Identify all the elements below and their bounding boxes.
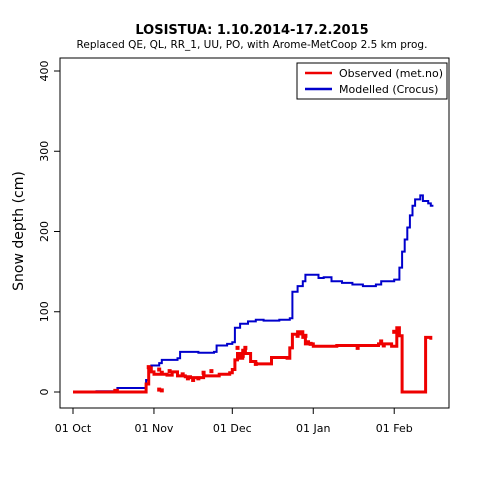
y-axis-label: Snow depth (cm)	[11, 171, 27, 291]
observed-point	[201, 370, 206, 375]
x-tick-label: 01 Dec	[213, 422, 252, 435]
observed-point	[159, 388, 164, 393]
observed-point	[146, 365, 151, 370]
observed-point	[157, 387, 162, 392]
observed-point	[185, 376, 190, 381]
observed-point	[381, 343, 386, 348]
y-tick-label: 200	[38, 221, 51, 242]
legend: Observed (met.no) Modelled (Crocus)	[296, 62, 448, 100]
x-tick-label: 01 Oct	[55, 422, 92, 435]
plot-area	[73, 194, 434, 394]
y-tick-label: 400	[38, 61, 51, 82]
observed-point	[196, 376, 201, 381]
legend-modelled-label: Modelled (Crocus)	[339, 83, 438, 96]
chart-title: LOSISTUA: 1.10.2014-17.2.2015	[135, 23, 368, 38]
observed-point	[235, 345, 240, 350]
x-axis: 01 Oct 01 Nov 01 Dec 01 Jan 01 Feb	[55, 408, 413, 435]
observed-point	[157, 367, 162, 372]
observed-point	[306, 340, 311, 345]
observed-point	[392, 329, 397, 334]
observed-point	[240, 353, 245, 358]
observed-point	[308, 341, 313, 346]
series-modelled-line	[73, 194, 434, 393]
observed-point	[355, 345, 360, 350]
observed-point	[379, 339, 384, 344]
legend-box	[296, 62, 448, 100]
y-tick-label: 100	[38, 301, 51, 322]
y-tick-label: 300	[38, 141, 51, 162]
series-observed-line	[73, 326, 433, 394]
series-layer	[73, 194, 434, 394]
plot-frame	[59, 57, 450, 409]
x-tick-label: 01 Nov	[134, 422, 173, 435]
observed-point	[209, 369, 214, 374]
observed-point	[243, 345, 248, 350]
observed-points-layer	[146, 329, 397, 393]
y-axis: 0 100 200 300 400	[38, 61, 60, 396]
observed-point	[253, 361, 258, 366]
observed-point	[159, 370, 164, 375]
observed-point	[295, 333, 300, 338]
y-tick-label: 0	[38, 389, 51, 396]
chart-subtitle: Replaced QE, QL, RR_1, UU, PO, with Arom…	[77, 39, 428, 51]
observed-point	[180, 372, 185, 377]
observed-point	[303, 333, 308, 338]
legend-observed-label: Observed (met.no)	[339, 67, 443, 80]
observed-point	[298, 331, 303, 336]
x-tick-label: 01 Feb	[376, 422, 413, 435]
x-tick-label: 01 Jan	[296, 422, 330, 435]
observed-point	[191, 377, 196, 382]
observed-point	[167, 369, 172, 374]
